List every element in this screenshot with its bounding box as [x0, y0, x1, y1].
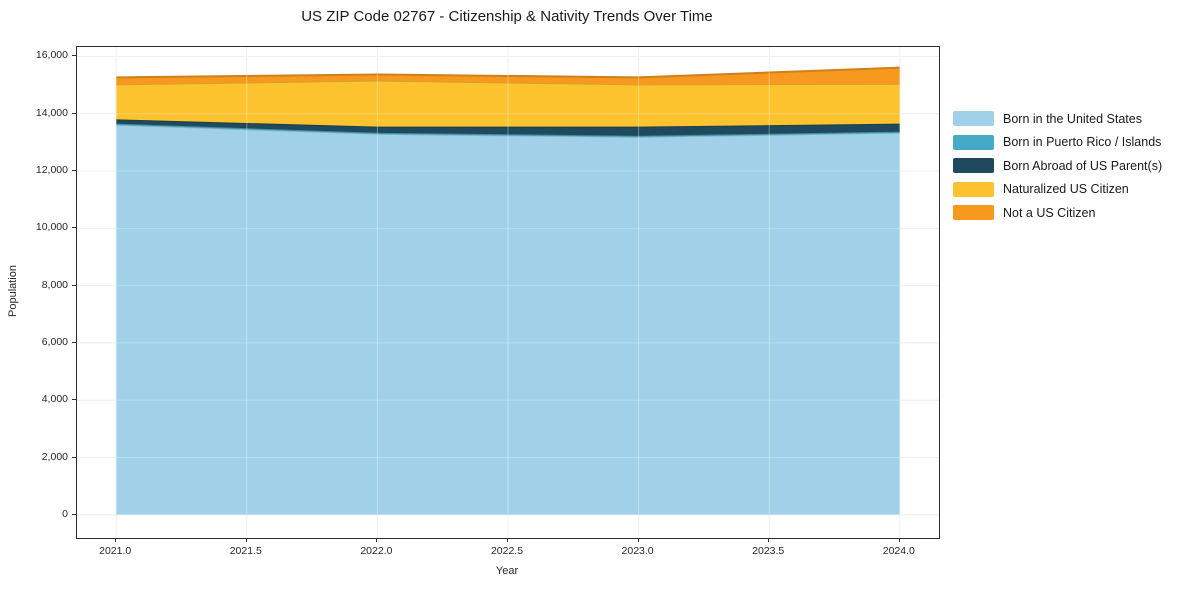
legend-item: Naturalized US Citizen	[953, 178, 1162, 202]
y-tick-label: 4,000	[41, 393, 68, 406]
y-tick-mark	[72, 170, 76, 172]
x-tick-label: 2022.5	[490, 545, 524, 557]
x-tick-label: 2024.0	[882, 545, 915, 557]
legend-swatch	[953, 111, 994, 127]
stacked-area-chart	[77, 47, 939, 538]
legend-item: Born Abroad of US Parent(s)	[953, 154, 1162, 178]
x-tick-mark	[245, 538, 247, 542]
x-tick-label: 2023.5	[752, 545, 785, 557]
y-tick-label: 12,000	[35, 164, 68, 177]
plot-area	[76, 46, 940, 539]
x-tick-label: 2021.5	[229, 545, 262, 557]
legend-item: Born in the United States	[953, 107, 1162, 131]
y-tick-label: 8,000	[41, 278, 68, 291]
x-tick-mark	[898, 538, 900, 542]
y-tick-label: 2,000	[41, 450, 68, 463]
area-series-edge	[116, 66, 900, 79]
x-tick-label: 2021.0	[99, 545, 132, 557]
legend-label: Born in Puerto Rico / Islands	[1003, 135, 1162, 150]
y-tick-label: 0	[62, 507, 68, 520]
y-tick-mark	[72, 112, 76, 114]
y-tick-label: 6,000	[41, 335, 68, 348]
x-tick-mark	[637, 538, 639, 542]
legend-label: Born Abroad of US Parent(s)	[1003, 158, 1163, 173]
y-tick-mark	[72, 513, 76, 515]
legend-swatch	[953, 158, 994, 174]
y-tick-label: 16,000	[35, 49, 68, 62]
y-tick-mark	[72, 399, 76, 401]
legend-label: Naturalized US Citizen	[1003, 182, 1129, 197]
x-tick-label: 2022.0	[360, 545, 393, 557]
legend-swatch	[953, 205, 994, 221]
y-tick-mark	[72, 284, 76, 286]
legend-label: Not a US Citizen	[1003, 205, 1096, 220]
x-tick-mark	[507, 538, 508, 542]
x-tick-mark	[768, 538, 770, 542]
y-tick-mark	[72, 456, 76, 458]
area-series	[116, 80, 900, 127]
chart-title: US ZIP Code 02767 - Citizenship & Nativi…	[301, 8, 713, 25]
y-tick-label: 10,000	[35, 221, 68, 234]
y-tick-label: 14,000	[35, 106, 68, 119]
area-series	[116, 124, 900, 515]
y-tick-mark	[72, 341, 76, 343]
x-axis-label: Year	[495, 565, 519, 577]
y-axis-label: Population	[7, 265, 19, 317]
y-tick-mark	[72, 55, 76, 57]
legend-swatch	[953, 134, 994, 150]
x-tick-mark	[376, 538, 378, 542]
x-tick-label: 2023.0	[621, 545, 654, 557]
legend: Born in the United States Born in Puerto …	[953, 107, 1162, 225]
x-tick-mark	[115, 538, 117, 542]
legend-label: Born in the United States	[1003, 111, 1142, 126]
legend-item: Not a US Citizen	[953, 201, 1162, 225]
y-tick-mark	[72, 227, 76, 229]
legend-swatch	[953, 181, 994, 197]
legend-item: Born in Puerto Rico / Islands	[953, 131, 1162, 155]
